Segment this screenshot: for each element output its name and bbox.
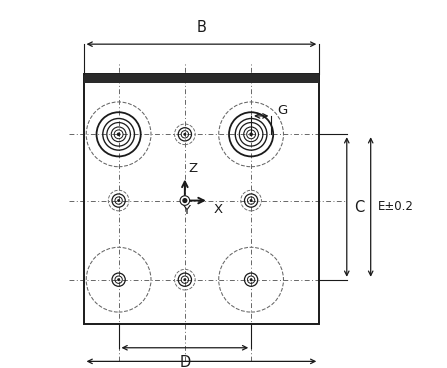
Circle shape [249, 132, 253, 136]
Circle shape [249, 199, 253, 202]
Circle shape [183, 133, 186, 136]
Circle shape [249, 278, 253, 281]
Circle shape [182, 198, 187, 203]
Circle shape [183, 278, 186, 281]
Circle shape [117, 199, 120, 202]
Text: G: G [277, 104, 287, 117]
Circle shape [180, 196, 190, 205]
Circle shape [117, 278, 120, 281]
Text: Z: Z [189, 162, 198, 175]
Text: D: D [179, 355, 190, 368]
Bar [84, 74, 319, 324]
Bar [84, 74, 319, 83]
Text: C: C [354, 199, 364, 215]
Circle shape [117, 132, 120, 136]
Text: Y: Y [182, 204, 190, 217]
Text: E±0.2: E±0.2 [378, 201, 414, 213]
Text: X: X [213, 203, 222, 216]
Text: B: B [197, 20, 207, 35]
